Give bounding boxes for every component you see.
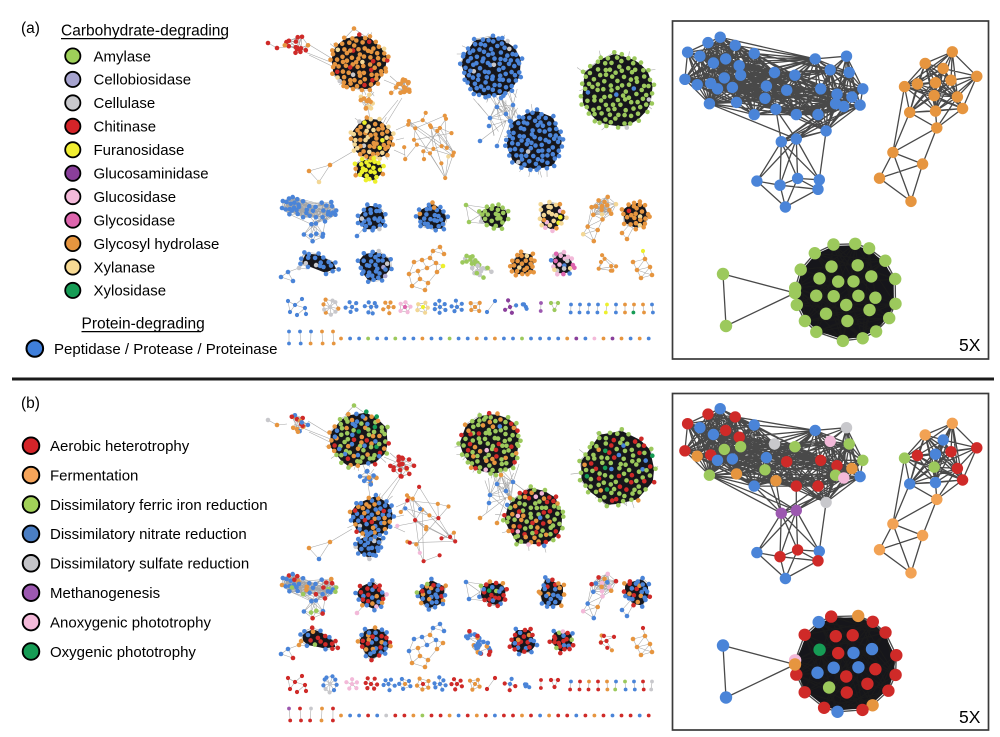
svg-text:Protein-degrading: Protein-degrading [82,316,205,333]
svg-text:5X: 5X [959,707,981,727]
svg-text:Glucosidase: Glucosidase [94,189,177,206]
svg-text:Amylase: Amylase [94,48,152,65]
svg-text:Dissimilatory ferric iron redu: Dissimilatory ferric iron reduction [50,497,268,514]
svg-text:Fermentation: Fermentation [50,467,138,484]
svg-text:Xylosidase: Xylosidase [94,283,167,300]
svg-text:Cellulase: Cellulase [94,95,156,112]
svg-text:Aerobic heterotrophy: Aerobic heterotrophy [50,438,190,455]
svg-text:Xylanase: Xylanase [94,259,156,276]
svg-text:Chitinase: Chitinase [94,119,157,136]
svg-text:Carbohydrate-degrading: Carbohydrate-degrading [61,23,229,40]
svg-text:(b): (b) [21,395,40,412]
svg-text:Furanosidase: Furanosidase [94,142,185,159]
svg-text:Glucosaminidase: Glucosaminidase [94,166,209,183]
svg-text:(a): (a) [21,20,40,37]
svg-text:Oxygenic phototrophy: Oxygenic phototrophy [50,644,196,661]
svg-text:Peptidase / Protease / Protein: Peptidase / Protease / Proteinase [54,341,277,358]
svg-text:Dissimilatory sulfate reductio: Dissimilatory sulfate reduction [50,556,249,573]
svg-text:5X: 5X [959,335,981,355]
svg-text:Methanogenesis: Methanogenesis [50,585,160,602]
svg-text:Dissimilatory nitrate reductio: Dissimilatory nitrate reduction [50,526,247,543]
svg-text:Cellobiosidase: Cellobiosidase [94,72,192,89]
svg-text:Glycosyl hydrolase: Glycosyl hydrolase [94,236,220,253]
svg-text:Anoxygenic phototrophy: Anoxygenic phototrophy [50,614,211,631]
svg-text:Glycosidase: Glycosidase [94,212,176,229]
